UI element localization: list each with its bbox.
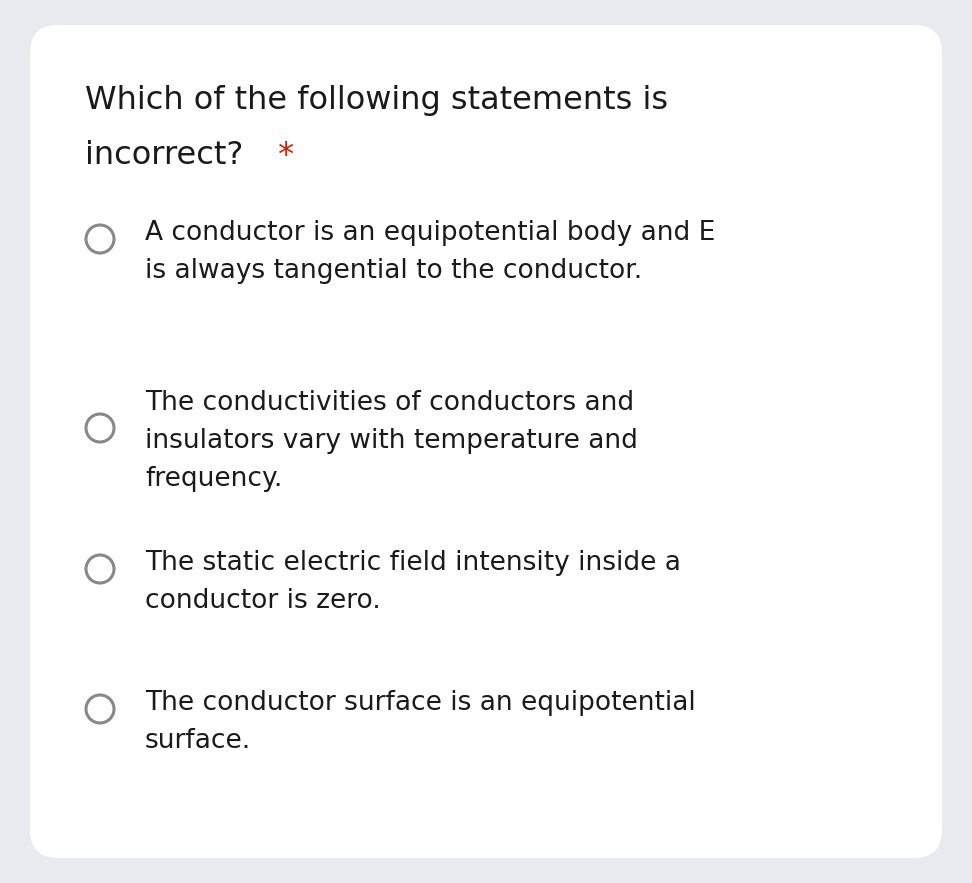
Text: A conductor is an equipotential body and E: A conductor is an equipotential body and… xyxy=(145,220,715,246)
Text: frequency.: frequency. xyxy=(145,466,283,492)
Text: insulators vary with temperature and: insulators vary with temperature and xyxy=(145,428,638,454)
Text: *: * xyxy=(268,140,295,171)
FancyBboxPatch shape xyxy=(30,25,942,858)
Text: The conductivities of conductors and: The conductivities of conductors and xyxy=(145,390,634,416)
Text: conductor is zero.: conductor is zero. xyxy=(145,588,381,614)
Text: is always tangential to the conductor.: is always tangential to the conductor. xyxy=(145,258,642,284)
Text: surface.: surface. xyxy=(145,728,251,754)
Text: The conductor surface is an equipotential: The conductor surface is an equipotentia… xyxy=(145,690,696,716)
Text: The static electric field intensity inside a: The static electric field intensity insi… xyxy=(145,550,680,576)
Text: incorrect?: incorrect? xyxy=(85,140,243,171)
Text: Which of the following statements is: Which of the following statements is xyxy=(85,85,668,116)
